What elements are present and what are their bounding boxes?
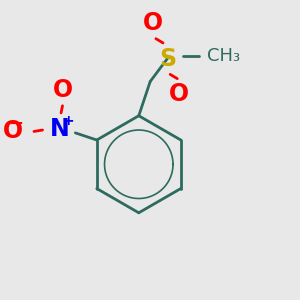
Text: N: N <box>50 117 70 141</box>
Text: O: O <box>52 78 73 102</box>
Text: O: O <box>143 11 163 35</box>
Text: +: + <box>62 115 74 128</box>
Text: −: − <box>8 115 23 133</box>
Text: CH₃: CH₃ <box>207 47 240 65</box>
Text: S: S <box>159 47 176 71</box>
Text: O: O <box>169 82 189 106</box>
Text: O: O <box>2 119 22 143</box>
